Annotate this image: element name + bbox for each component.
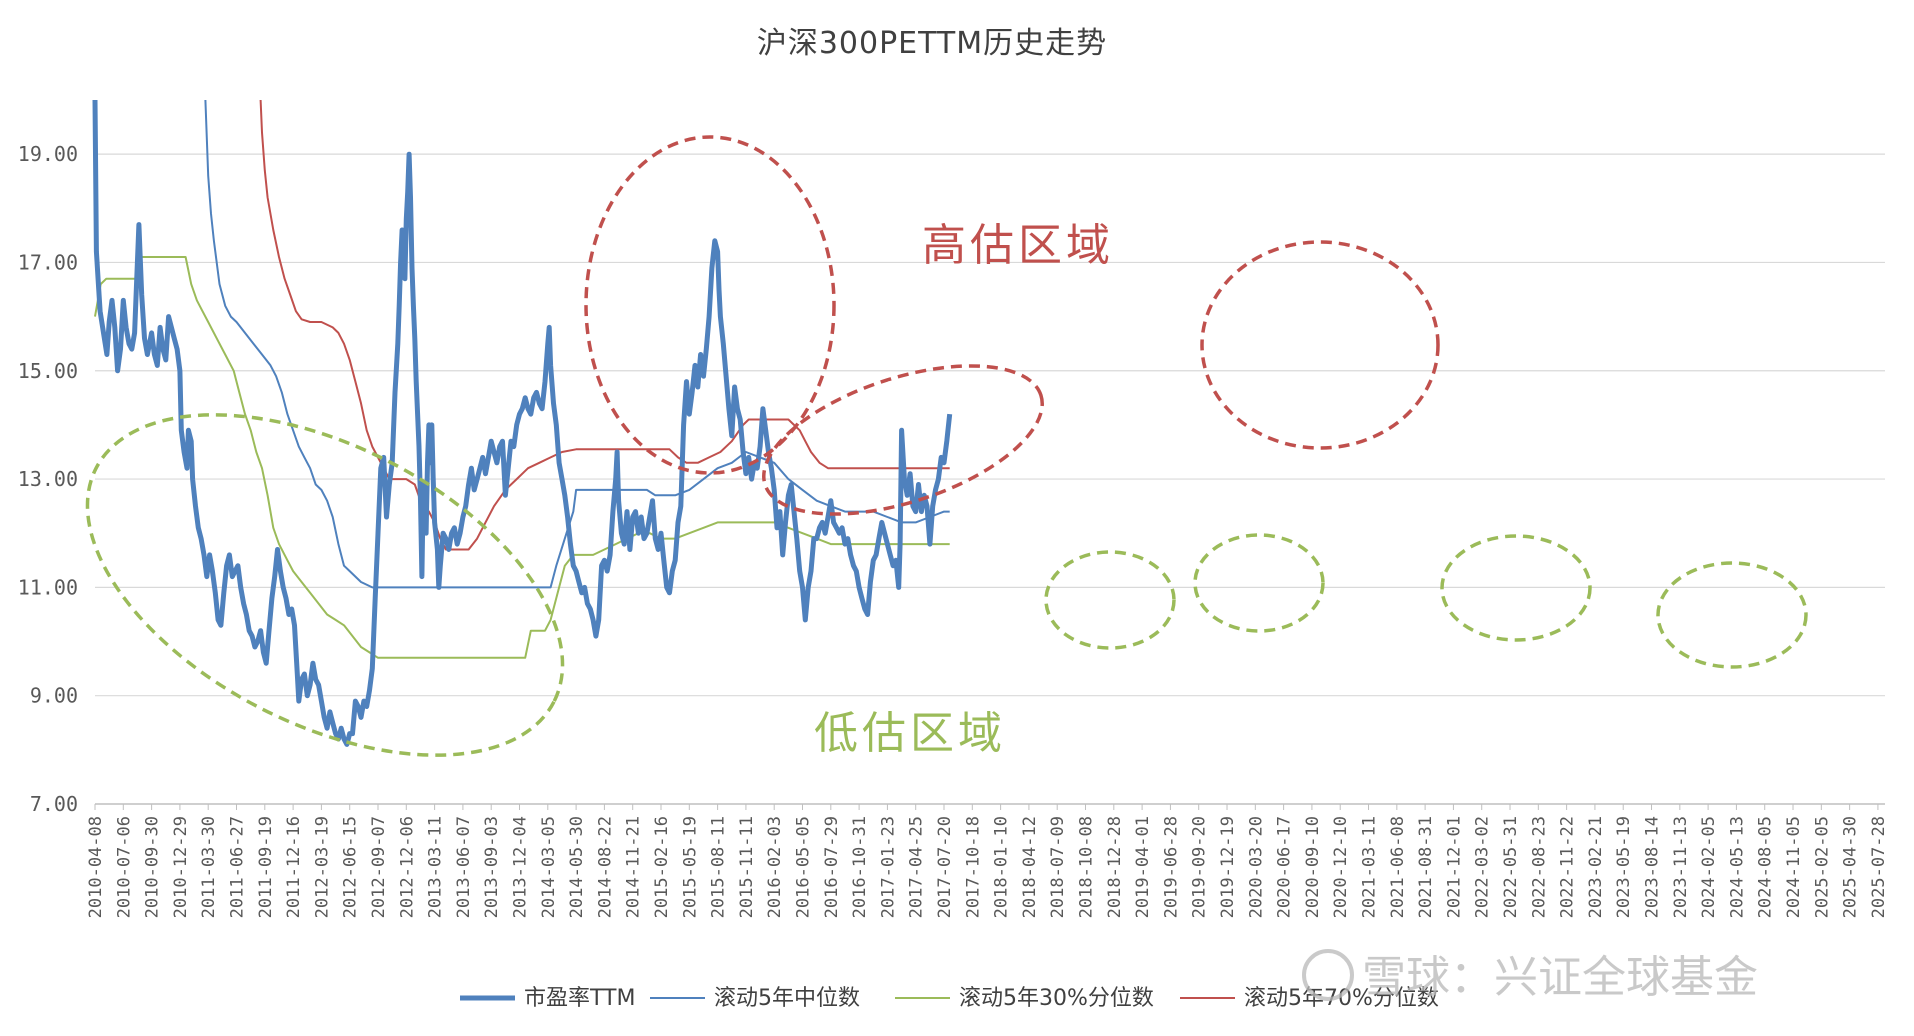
- x-tick-label: 2018-01-10: [992, 816, 1012, 918]
- x-tick-label: 2015-05-19: [680, 816, 700, 918]
- watermark-text: 雪球：兴证全球基金: [1362, 952, 1758, 1003]
- x-tick-label: 2011-03-30: [199, 816, 219, 918]
- chart-title: 沪深300PETTM历史走势: [757, 26, 1107, 61]
- x-tick-label: 2023-05-19: [1614, 816, 1634, 918]
- x-tick-label: 2022-03-02: [1473, 816, 1493, 918]
- x-tick-label: 2022-11-22: [1558, 816, 1578, 918]
- x-tick-label: 2020-09-10: [1303, 816, 1323, 918]
- x-tick-label: 2013-09-03: [482, 816, 502, 918]
- x-tick-label: 2021-12-01: [1444, 816, 1464, 918]
- x-tick-label: 2012-06-15: [341, 816, 361, 918]
- x-tick-label: 2024-08-05: [1756, 816, 1776, 918]
- high-zone-ellipse-3: [1200, 240, 1440, 450]
- series-pe-ttm-line: [92, 99, 953, 747]
- y-tick-label: 11.00: [18, 575, 78, 599]
- high-zone-ellipses: [584, 135, 1440, 516]
- series-p70-line: [259, 99, 950, 551]
- low-zone-ellipse-4: [1440, 534, 1592, 642]
- x-tick-label: 2023-02-21: [1586, 816, 1606, 918]
- x-tick-label: 2018-12-28: [1105, 816, 1125, 918]
- x-tick-label: 2025-07-28: [1869, 816, 1889, 918]
- x-tick-label: 2010-07-06: [114, 816, 134, 918]
- x-tick-label: 2022-08-23: [1529, 816, 1549, 918]
- y-tick-label: 17.00: [18, 250, 78, 274]
- legend-label-p70: 滚动5年70%分位数: [1244, 986, 1439, 1011]
- x-tick-label: 2014-08-22: [595, 816, 615, 918]
- high-zone-ellipse-1: [584, 135, 836, 475]
- low-zone-ellipse-2: [1044, 550, 1176, 650]
- x-tick-label: 2013-03-11: [426, 816, 446, 918]
- x-tick-label: 2021-03-11: [1360, 816, 1380, 918]
- x-tick-label: 2021-08-31: [1416, 816, 1436, 918]
- x-tick-label: 2011-09-19: [256, 816, 276, 918]
- y-axis-ticks: 7.00 9.00 11.00 13.00 15.00 17.00 19.00: [18, 142, 78, 816]
- x-tick-label: 2025-04-30: [1841, 816, 1861, 918]
- x-tick-label: 2019-12-19: [1218, 816, 1238, 918]
- watermark: 雪球：兴证全球基金: [1302, 949, 1758, 1003]
- x-tick-label: 2025-02-05: [1812, 816, 1832, 918]
- x-tick-label: 2017-01-23: [878, 816, 898, 918]
- x-tick-label: 2016-10-31: [850, 816, 870, 918]
- y-tick-label: 9.00: [30, 684, 78, 708]
- legend-label-p30: 滚动5年30%分位数: [959, 986, 1154, 1011]
- x-tick-label: 2024-05-13: [1727, 816, 1747, 918]
- x-tick-label: 2023-08-14: [1643, 816, 1663, 918]
- x-tick-label: 2012-03-19: [312, 816, 332, 918]
- x-tick-label: 2015-11-11: [737, 816, 757, 918]
- x-axis-ticks: 2010-04-08 2010-07-06 2010-09-30 2010-12-29…: [86, 804, 1889, 918]
- x-tick-label: 2019-09-20: [1190, 816, 1210, 918]
- x-tick-label: 2011-12-16: [284, 816, 304, 918]
- x-tick-label: 2017-07-20: [935, 816, 955, 918]
- x-tick-label: 2017-04-25: [907, 816, 927, 918]
- series-lines: [92, 99, 953, 747]
- y-tick-label: 19.00: [18, 142, 78, 166]
- legend: 市盈率TTM 滚动5年中位数 滚动5年30%分位数 滚动5年70%分位数: [460, 986, 1439, 1011]
- x-tick-label: 2016-07-29: [822, 816, 842, 918]
- x-tick-label: 2015-02-16: [652, 816, 672, 918]
- x-tick-label: 2023-11-13: [1671, 816, 1691, 918]
- x-tick-label: 2024-11-05: [1784, 816, 1804, 918]
- x-tick-label: 2013-06-07: [454, 816, 474, 918]
- x-tick-label: 2020-12-10: [1331, 816, 1351, 918]
- x-tick-label: 2014-11-21: [624, 816, 644, 918]
- xueqiu-logo-icon: [1302, 949, 1354, 1001]
- x-tick-label: 2011-06-27: [228, 816, 248, 918]
- low-zone-label: 低估区域: [814, 708, 1006, 759]
- y-tick-label: 13.00: [18, 467, 78, 491]
- x-tick-label: 2022-05-31: [1501, 816, 1521, 918]
- high-zone-label: 高估区域: [922, 220, 1114, 271]
- y-tick-label: 15.00: [18, 359, 78, 383]
- x-tick-label: 2021-06-08: [1388, 816, 1408, 918]
- y-tick-label: 7.00: [30, 792, 78, 816]
- x-tick-label: 2019-06-28: [1161, 816, 1181, 918]
- x-tick-label: 2014-05-30: [567, 816, 587, 918]
- x-tick-label: 2024-02-05: [1699, 816, 1719, 918]
- x-tick-label: 2020-06-17: [1275, 816, 1295, 918]
- x-tick-label: 2016-05-05: [794, 816, 814, 918]
- x-tick-label: 2018-10-08: [1077, 816, 1097, 918]
- x-tick-label: 2017-10-18: [963, 816, 983, 918]
- x-tick-label: 2010-09-30: [143, 816, 163, 918]
- x-tick-label: 2010-04-08: [86, 816, 106, 918]
- high-zone-ellipse-2: [762, 364, 1044, 516]
- x-tick-label: 2019-04-01: [1133, 816, 1153, 918]
- x-tick-label: 2010-12-29: [171, 816, 191, 918]
- low-zone-ellipse-1: [85, 413, 565, 757]
- x-tick-label: 2020-03-20: [1246, 816, 1266, 918]
- x-tick-label: 2015-08-11: [709, 816, 729, 918]
- low-zone-ellipse-3: [1193, 533, 1325, 633]
- x-tick-label: 2014-03-05: [539, 816, 559, 918]
- x-tick-label: 2016-02-03: [765, 816, 785, 918]
- legend-label-median: 滚动5年中位数: [714, 986, 860, 1011]
- legend-label-pe: 市盈率TTM: [524, 986, 635, 1011]
- low-zone-ellipses: [85, 413, 1808, 757]
- x-tick-label: 2013-12-04: [511, 816, 531, 918]
- x-tick-label: 2018-04-12: [1020, 816, 1040, 918]
- x-tick-label: 2018-07-09: [1048, 816, 1068, 918]
- x-tick-label: 2012-09-07: [369, 816, 389, 918]
- x-tick-label: 2012-12-06: [397, 816, 417, 918]
- low-zone-ellipse-5: [1656, 561, 1808, 669]
